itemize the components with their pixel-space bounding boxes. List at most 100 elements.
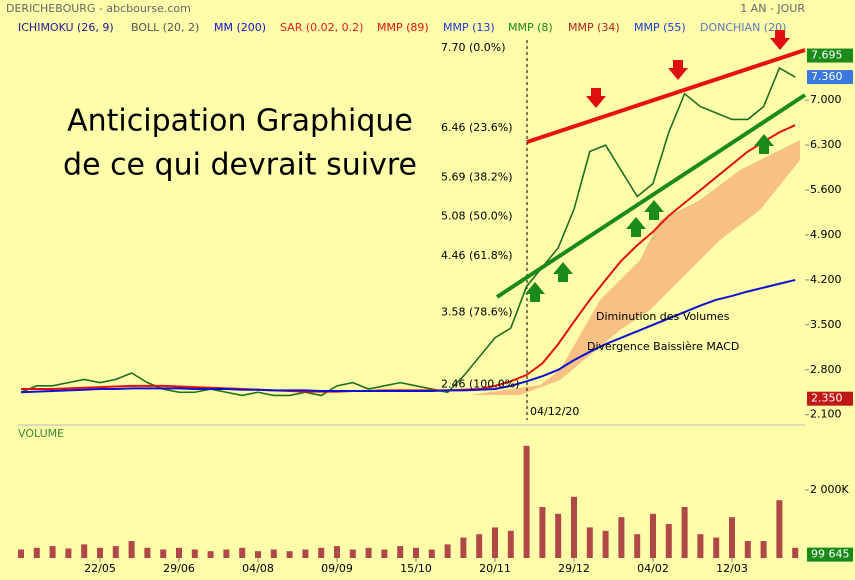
headline: de ce qui devrait suivre [63, 148, 417, 183]
x-tick-label: 29/06 [163, 562, 195, 575]
volume-bar [586, 527, 593, 558]
legend: ICHIMOKU (26, 9) BOLL (20, 2) MM (200) S… [18, 21, 786, 34]
fibonacci-label: 5.69 (38.2%) [441, 170, 513, 183]
fibonacci-label: 5.08 (50.0%) [441, 209, 513, 222]
price-line [20, 66, 796, 397]
annotation: Diminution des Volumes [596, 310, 730, 323]
fibonacci-label: 4.46 (61.8%) [441, 249, 513, 262]
price-tag [807, 547, 853, 562]
headline: Anticipation Graphique [67, 104, 413, 139]
volume-bar [507, 530, 514, 558]
y-tick-label: 4.200 [810, 273, 842, 286]
plot-area [18, 66, 799, 558]
legend-entry: MMP (34) [568, 21, 620, 34]
x-tick-label: 15/10 [400, 562, 432, 575]
fibonacci-label: 7.70 (0.0%) [441, 41, 506, 54]
x-tick-label: 04/08 [242, 562, 274, 575]
volume-bar [555, 513, 562, 558]
volume-bar [397, 546, 404, 558]
y-tick-label: 2.100 [810, 408, 842, 421]
volume-bar [223, 549, 230, 558]
volume-bar [460, 537, 467, 558]
volume-bar [476, 534, 483, 558]
volume-bar [539, 507, 546, 558]
volume-bar [729, 517, 735, 558]
price-tag [807, 391, 853, 406]
volume-bar [413, 547, 419, 558]
volume-bar [65, 548, 72, 558]
header-title: DERICHEBOURG - abcbourse.com [6, 2, 191, 15]
volume-bar [18, 549, 24, 558]
price-tag-label: 2.350 [811, 392, 843, 405]
volume-bar [270, 549, 277, 558]
volume-bar [760, 541, 767, 558]
volume-bar [33, 547, 40, 558]
fibonacci-label: 6.46 (23.6%) [441, 121, 513, 134]
y-tick-label: 5.600 [810, 183, 842, 196]
y-tick-label: 4.900 [810, 228, 842, 241]
volume-bar [428, 549, 435, 558]
volume-bar [286, 551, 293, 558]
volume-bar [176, 547, 182, 558]
volume-bar [634, 534, 641, 558]
volume-bar [160, 549, 167, 558]
volume-bar [713, 537, 720, 558]
legend-entry: ICHIMOKU (26, 9) [18, 21, 114, 34]
volume-title: VOLUME [18, 427, 64, 440]
price-tag-label: 7.695 [811, 49, 843, 62]
y-tick-label: 7.000 [810, 93, 842, 106]
ichimoku-cloud [470, 140, 800, 395]
price-tag-label: 7.360 [811, 70, 843, 83]
fibonacci-label: 2.46 (100.0%) [441, 378, 520, 391]
price-tag-label: 99 645 [811, 548, 850, 561]
fibonacci-label: 3.58 (78.6%) [441, 306, 513, 319]
legend-entry: DONCHIAN (20) [700, 21, 786, 34]
volume-bar [744, 541, 751, 558]
legend-entry: MMP (13) [443, 21, 495, 34]
volume-bar [349, 549, 356, 558]
support-line [495, 93, 807, 299]
y-tick-label: 6.300 [810, 138, 842, 151]
x-tick-label: 29/12 [558, 562, 590, 575]
volume-bar [650, 513, 656, 558]
x-tick-label: 12/03 [716, 562, 748, 575]
volume-bar [681, 507, 688, 558]
volume-bar [381, 549, 388, 558]
volume-bar [365, 547, 372, 558]
y-tick-label: 3.500 [810, 318, 842, 331]
header-period: 1 AN - JOUR [740, 2, 805, 15]
y-tick-label: 2.800 [810, 363, 842, 376]
volume-bar [523, 445, 530, 558]
legend-entry: MMP (8) [508, 21, 553, 34]
volume-bar [144, 547, 151, 558]
x-tick-label: 09/09 [321, 562, 353, 575]
volume-bar [81, 544, 88, 558]
marker-date: 04/12/20 [530, 405, 579, 418]
moving-average [20, 278, 796, 394]
volume-bar [618, 517, 625, 558]
annotation: Divergence Baissière MACD [587, 340, 739, 353]
volume-bar [444, 544, 451, 558]
volume-bar [602, 530, 609, 558]
legend-entry: SAR (0.02, 0.2) [280, 21, 363, 34]
volume-bar [112, 546, 119, 558]
volume-bar [191, 549, 198, 558]
volume-bar [128, 541, 135, 558]
volume-bar [665, 524, 672, 558]
x-tick-label: 22/05 [84, 562, 116, 575]
legend-entry: MMP (89) [377, 21, 429, 34]
legend-entry: MMP (55) [634, 21, 686, 34]
y-tick-label: 2 000K [810, 483, 849, 496]
legend-entry: BOLL (20, 2) [131, 21, 199, 34]
volume-bar [97, 547, 103, 558]
price-tag [807, 70, 853, 85]
price-tag [807, 48, 853, 63]
volume-bar [318, 547, 325, 558]
resistance-line [526, 48, 806, 144]
volume-bar [49, 546, 56, 558]
volume-bar [792, 547, 799, 558]
volume-bar [571, 496, 577, 558]
legend-entry: MM (200) [214, 21, 266, 34]
